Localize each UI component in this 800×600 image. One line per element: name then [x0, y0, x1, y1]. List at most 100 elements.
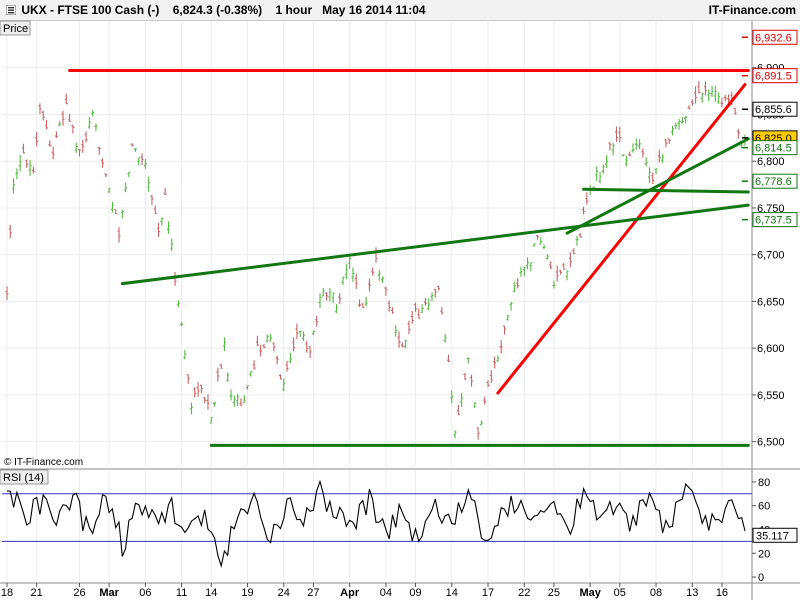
rsi-vertical-gridline [589, 470, 591, 583]
ohlc-bar [400, 342, 404, 348]
price-panel-tab[interactable]: Price [3, 23, 28, 35]
ohlc-bar [91, 109, 95, 117]
ohlc-bar [74, 142, 78, 153]
ohlc-bar [661, 154, 665, 163]
ohlc-bar [25, 159, 29, 168]
ohlc-bar [35, 131, 39, 147]
rsi-panel-tab[interactable]: RSI (14) [3, 472, 44, 484]
time-tick-label: 24 [278, 587, 290, 599]
ohlc-bar [585, 192, 589, 205]
ohlc-bar [325, 291, 329, 301]
ohlc-bar [341, 276, 345, 285]
ohlc-bar [542, 244, 546, 250]
time-tick-label: 08 [650, 587, 662, 599]
ohlc-bar [354, 273, 358, 289]
rsi-vertical-gridline [36, 470, 38, 583]
ohlc-bar [414, 302, 418, 313]
copyright-label: © IT-Finance.com [4, 457, 83, 468]
rsi-tick-label: 20 [758, 548, 770, 560]
ohlc-bar [423, 298, 427, 306]
time-tick-label: 11 [176, 587, 187, 599]
rsi-vertical-gridline [619, 470, 621, 583]
ohlc-bar [107, 187, 111, 193]
ohlc-bar [275, 355, 279, 365]
ohlc-bar [255, 335, 259, 347]
vertical-gridline [108, 21, 110, 465]
ohlc-bar [140, 153, 144, 165]
ohlc-bar [367, 278, 371, 292]
ohlc-bar [453, 430, 457, 439]
time-tick-label: 06 [139, 587, 151, 599]
rsi-vertical-gridline [721, 470, 723, 583]
ohlc-bar [618, 126, 622, 143]
ohlc-bar [549, 261, 553, 269]
ohlc-bar [54, 131, 58, 138]
ohlc-bar [321, 288, 325, 297]
ohlc-bar [420, 304, 424, 313]
ohlc-bar [361, 303, 365, 309]
rsi-vertical-gridline [385, 470, 387, 583]
rsi-vertical-gridline [210, 470, 212, 583]
ohlc-bar [311, 330, 315, 336]
ohlc-bar [48, 140, 52, 147]
rsi-vertical-gridline [78, 470, 80, 583]
price-level-label: 6,778.6 [755, 176, 792, 188]
rsi-value-label: 35.117 [756, 530, 789, 542]
ohlc-bar [81, 139, 85, 153]
vertical-gridline [210, 21, 212, 465]
price-tick-label: 6,550 [757, 390, 785, 402]
ohlc-bar [199, 384, 203, 394]
ohlc-bar [690, 99, 694, 106]
ohlc-bar [236, 393, 240, 407]
rsi-panel: 02040608035.117 [0, 468, 800, 584]
ohlc-bar [137, 157, 141, 166]
ohlc-bar [94, 123, 98, 132]
ohlc-bar [285, 360, 289, 372]
ohlc-bar [687, 105, 691, 110]
vertical-gridline [487, 21, 489, 465]
ohlc-bar [163, 187, 167, 196]
ohlc-bar [64, 93, 68, 105]
ohlc-bar [509, 301, 513, 311]
rsi-vertical-gridline [312, 470, 314, 583]
ohlc-bar [292, 337, 296, 352]
ohlc-bar [651, 172, 655, 185]
ohlc-bar [552, 280, 556, 289]
ohlc-bar [180, 322, 184, 327]
ohlc-bar [84, 131, 88, 143]
ohlc-bar [598, 171, 602, 184]
ohlc-bar [460, 392, 464, 407]
ohlc-bar [229, 389, 233, 401]
ohlc-bar [631, 143, 635, 153]
time-tick-label: 18 [1, 587, 13, 599]
time-tick-label: May [579, 587, 601, 599]
ohlc-bar [143, 158, 147, 169]
ohlc-bar [190, 402, 193, 415]
ohlc-bar [605, 154, 609, 169]
ohlc-bar [209, 417, 213, 424]
trend-line-green [565, 137, 750, 235]
brand-label: IT-Finance.com [708, 3, 796, 17]
ohlc-bar [295, 323, 299, 340]
ohlc-bar [446, 354, 450, 362]
ohlc-bar [674, 122, 678, 129]
menu-toggle-icon[interactable] [6, 5, 16, 15]
ohlc-bar [147, 176, 151, 192]
price-level-label: 6,737.5 [755, 215, 792, 227]
ohlc-bar [381, 276, 385, 284]
ohlc-bar [621, 154, 625, 157]
timeframe: 1 hour [275, 3, 313, 17]
ohlc-bar [555, 265, 559, 282]
ohlc-bar [31, 166, 35, 174]
time-tick-label: 09 [409, 587, 421, 599]
rsi-tick-label: 80 [758, 477, 770, 489]
ohlc-bar [170, 238, 174, 251]
ohlc-bar [41, 110, 45, 121]
ohlc-bar [615, 126, 619, 142]
ohlc-bar [512, 281, 516, 292]
time-axis: 18 21 26 Mar 06 11 14 19 24 27 Apr 04 09 14 17 22 25 May 0… [0, 582, 800, 599]
ohlc-bar [68, 113, 72, 123]
ohlc-bar [246, 385, 250, 390]
time-tick-label: 17 [482, 587, 494, 599]
